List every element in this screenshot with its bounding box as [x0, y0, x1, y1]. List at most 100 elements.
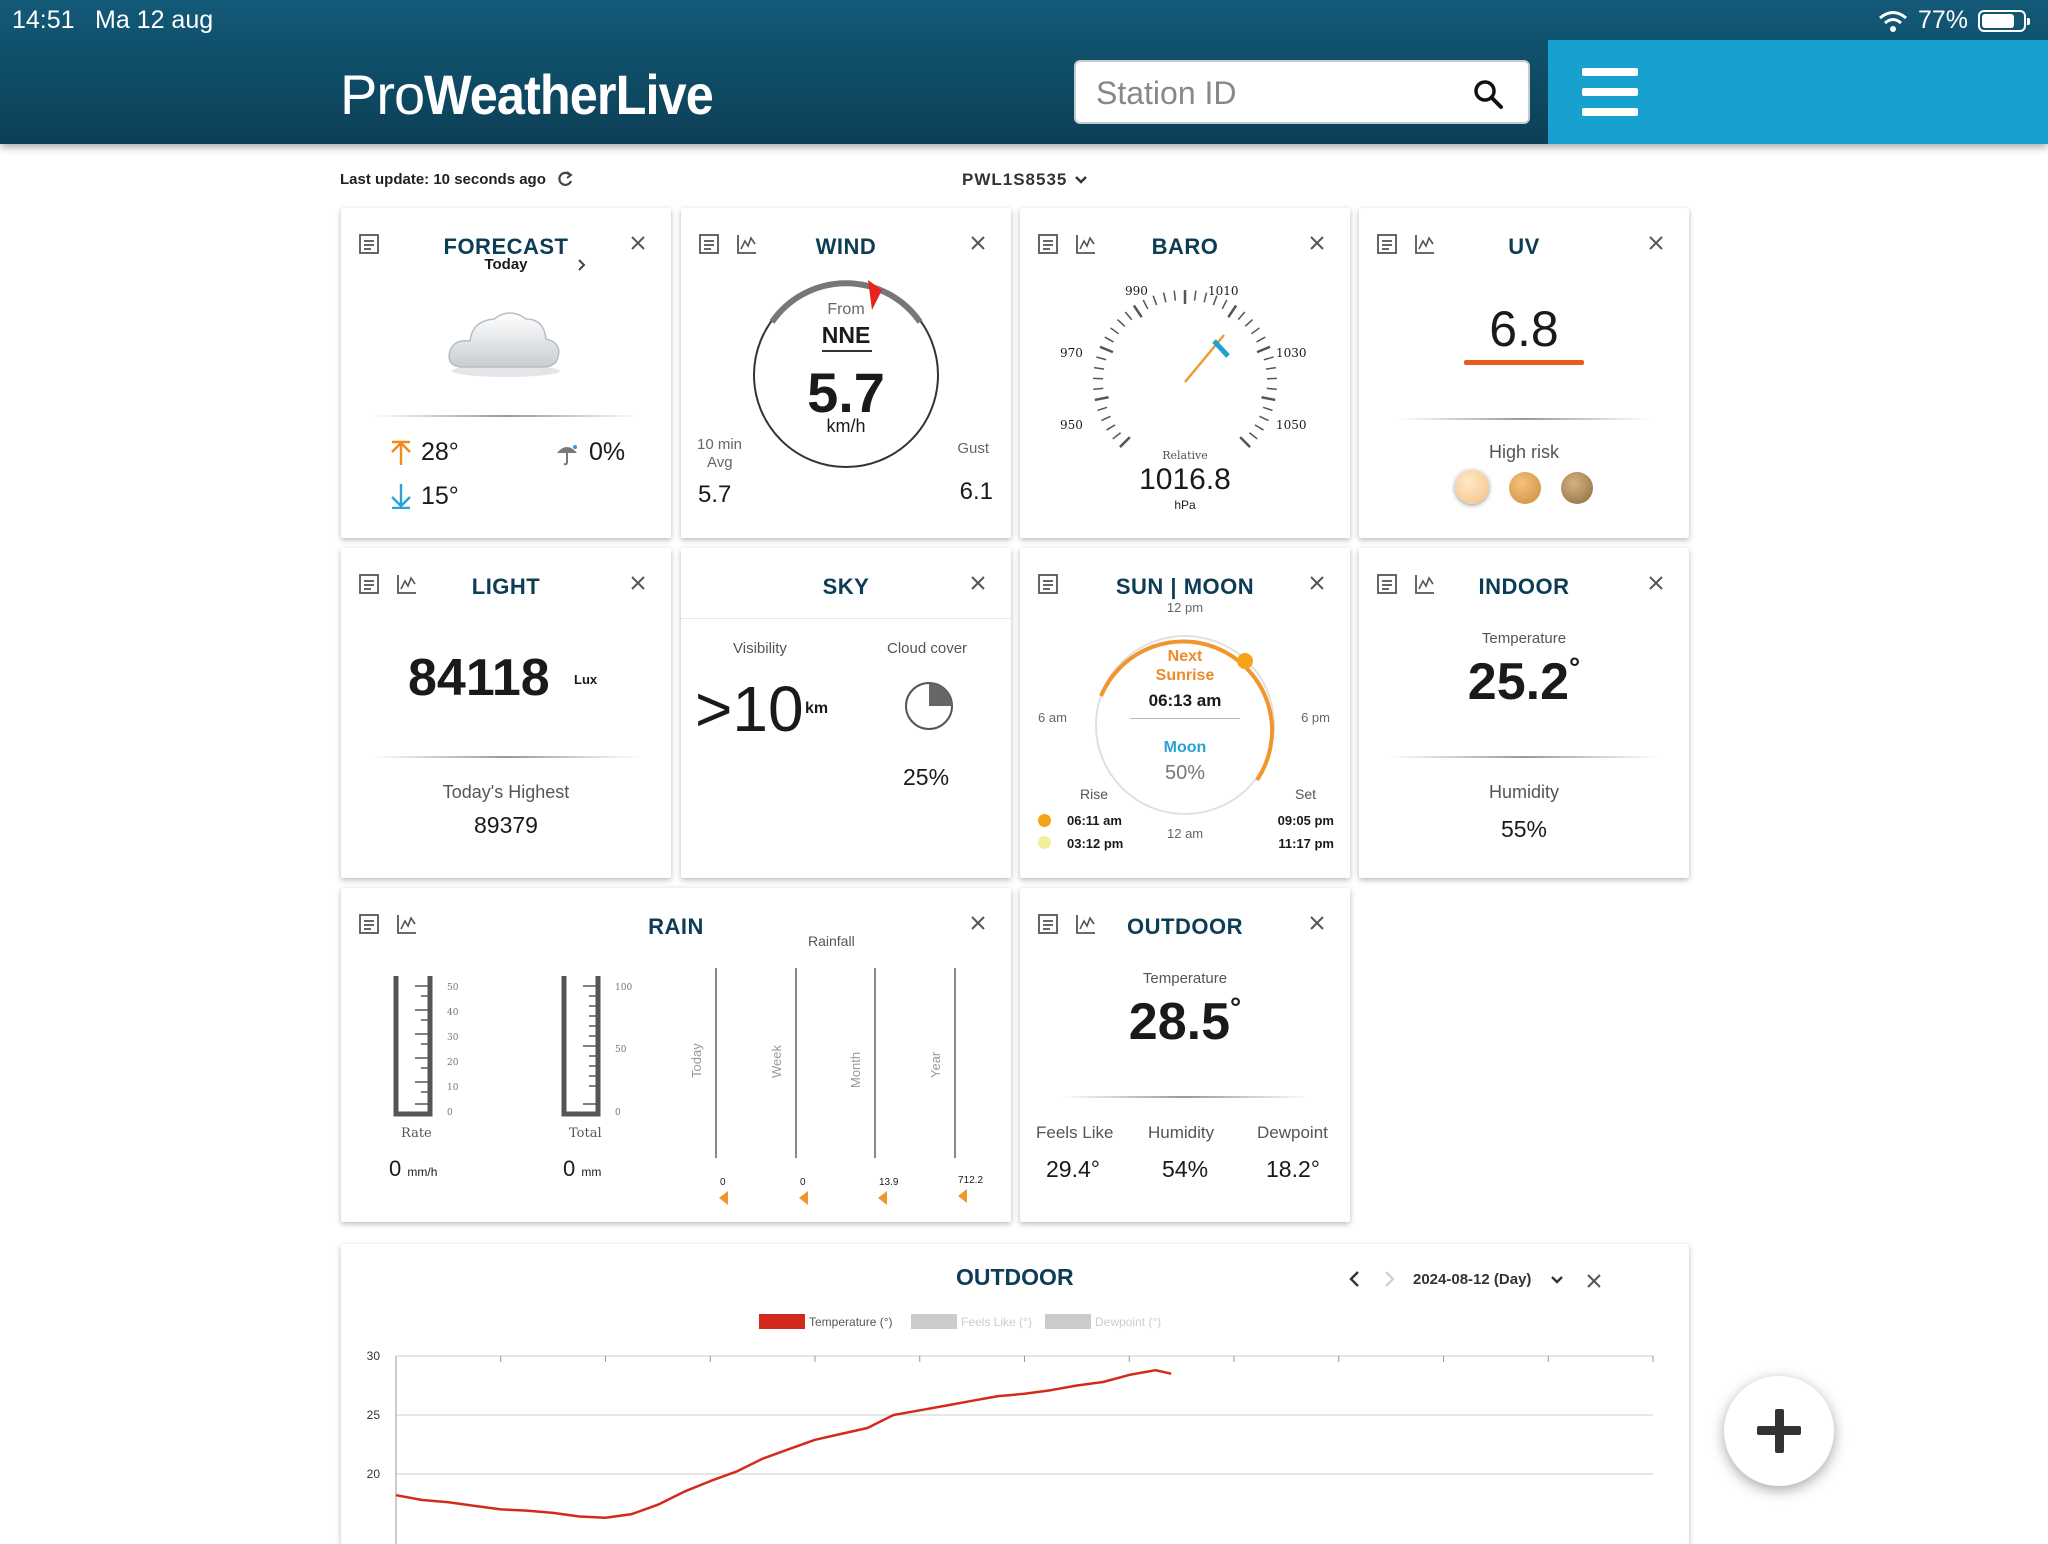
rate-tick: 30 [447, 1033, 458, 1043]
close-icon[interactable] [967, 232, 989, 254]
status-time: 14:51 [12, 6, 75, 35]
legend-label[interactable]: Dewpoint (°) [1095, 1315, 1161, 1329]
outdoor-chart-panel: OUTDOOR 2024-08-12 (Day) Temperature (°)… [341, 1244, 1689, 1544]
arrow-down-icon [389, 483, 413, 509]
rainfall-bar-label: Month [848, 1052, 863, 1088]
outdoor-card: OUTDOOR Temperature 28.5° Feels Like 29.… [1020, 888, 1350, 1222]
legend-swatch[interactable] [911, 1314, 957, 1329]
baro-value: 1016.8 [1020, 463, 1350, 497]
close-icon[interactable] [967, 572, 989, 594]
close-icon[interactable] [627, 572, 649, 594]
close-icon[interactable] [1645, 232, 1667, 254]
cloud-icon [446, 303, 566, 383]
divider [1060, 1096, 1310, 1098]
rainfall-bar-value: 0 [800, 1177, 806, 1188]
uv-card: UV 6.8 High risk [1359, 208, 1689, 538]
menu-button[interactable] [1548, 40, 2048, 144]
y-tick-label: 30 [367, 1349, 381, 1363]
sun-dot-icon [1038, 814, 1051, 827]
sun-set-time: 09:05 pm [1278, 813, 1334, 828]
chevron-down-icon[interactable] [1549, 1272, 1565, 1288]
sky-card: SKY Visibility >10 km Cloud cover 25% [681, 548, 1011, 878]
rainfall-bar-value: 0 [720, 1177, 726, 1188]
time-12am: 12 am [1167, 826, 1203, 841]
search-icon[interactable] [1472, 78, 1504, 110]
skin-type-dark-icon [1561, 472, 1593, 504]
card-title: BARO [1020, 234, 1350, 260]
station-id-input[interactable] [1096, 74, 1456, 112]
chevron-right-icon[interactable] [574, 258, 588, 272]
station-name: PWL1S8535 [962, 170, 1067, 190]
rain-rate-gauge [393, 976, 433, 1118]
close-icon[interactable] [1306, 232, 1328, 254]
card-title: UV [1359, 234, 1689, 260]
outdoor-humidity-label: Humidity [1148, 1123, 1214, 1143]
battery-percent: 77% [1918, 6, 1968, 35]
rainfall-bar-value: 712.2 [958, 1175, 983, 1186]
forecast-day: Today [341, 256, 671, 273]
legend-swatch[interactable] [1045, 1314, 1091, 1329]
baro-tick: 990 [1125, 284, 1148, 298]
legend-label[interactable]: Feels Like (°) [961, 1315, 1032, 1329]
last-update: Last update: 10 seconds ago [340, 170, 574, 188]
baro-tick: 970 [1060, 346, 1083, 360]
light-card: LIGHT 84118 Lux Today's Highest 89379 [341, 548, 671, 878]
moon-label: Moon [1020, 739, 1350, 757]
rise-label: Rise [1080, 786, 1108, 802]
rate-tick: 20 [447, 1058, 458, 1068]
chart-date-selector[interactable]: 2024-08-12 (Day) [1413, 1271, 1531, 1288]
close-icon[interactable] [1583, 1270, 1605, 1292]
app-logo[interactable]: ProWeatherLive [340, 62, 745, 127]
rainfall-marker-icon [799, 1191, 809, 1205]
close-icon[interactable] [1645, 572, 1667, 594]
chevron-left-icon[interactable] [1347, 1270, 1363, 1288]
close-icon[interactable] [967, 912, 989, 934]
rate-tick: 10 [447, 1083, 458, 1093]
rainfall-bar-label: Year [928, 1052, 943, 1078]
wind-from-label: From [681, 301, 1011, 319]
status-bar: 14:51 Ma 12 aug 77% [0, 0, 2048, 40]
baro-tick: 950 [1060, 418, 1083, 432]
forecast-card: FORECAST Today 28° 0% 15° [341, 208, 671, 538]
time-6pm: 6 pm [1301, 710, 1330, 725]
legend-label[interactable]: Temperature (°) [809, 1315, 893, 1329]
wind-unit: km/h [681, 416, 1011, 437]
chevron-right-icon[interactable] [1381, 1270, 1397, 1288]
temperature-series-line [396, 1370, 1171, 1518]
baro-marker [1214, 341, 1228, 356]
rate-tick: 0 [447, 1108, 453, 1118]
card-title: INDOOR [1359, 574, 1689, 600]
sky-visibility-unit: km [805, 700, 828, 718]
close-icon[interactable] [1306, 912, 1328, 934]
refresh-icon[interactable] [556, 170, 574, 188]
arrow-up-icon [389, 440, 413, 466]
card-title: OUTDOOR [1020, 914, 1350, 940]
status-date: Ma 12 aug [95, 6, 213, 35]
baro-tick: 1030 [1276, 346, 1307, 360]
wind-direction: NNE [681, 322, 1011, 349]
rate-tick: 50 [447, 983, 458, 993]
sky-visibility-value: >10 [695, 672, 804, 746]
card-title: SKY [681, 574, 1011, 600]
sun-rise-time: 06:11 am [1067, 813, 1122, 828]
add-widget-button[interactable] [1724, 1376, 1834, 1486]
station-selector[interactable]: PWL1S8535 [962, 170, 1089, 190]
legend-swatch[interactable] [759, 1314, 805, 1329]
close-icon[interactable] [1306, 572, 1328, 594]
moon-set-time: 11:17 pm [1278, 836, 1334, 851]
rainfall-bar [954, 968, 956, 1158]
uv-risk: High risk [1359, 442, 1689, 463]
sun-moon-card: SUN | MOON 12 pm 6 am 6 pm Next Sunrise … [1020, 548, 1350, 878]
rain-card: RAIN Rainfall 50 40 30 20 10 0 Rate 0 mm… [341, 888, 1011, 1222]
indoor-temp-label: Temperature [1359, 630, 1689, 647]
chevron-down-icon [1073, 172, 1089, 188]
rainfall-marker-icon [958, 1189, 968, 1203]
total-tick: 50 [615, 1045, 626, 1055]
sky-cloud-value: 25% [903, 764, 949, 791]
divider [1399, 418, 1649, 420]
indoor-temp-value: 25.2° [1359, 652, 1689, 712]
rainfall-marker-icon [719, 1191, 729, 1205]
y-tick-label: 25 [367, 1408, 381, 1422]
close-icon[interactable] [627, 232, 649, 254]
skin-type-light-icon [1455, 470, 1489, 504]
